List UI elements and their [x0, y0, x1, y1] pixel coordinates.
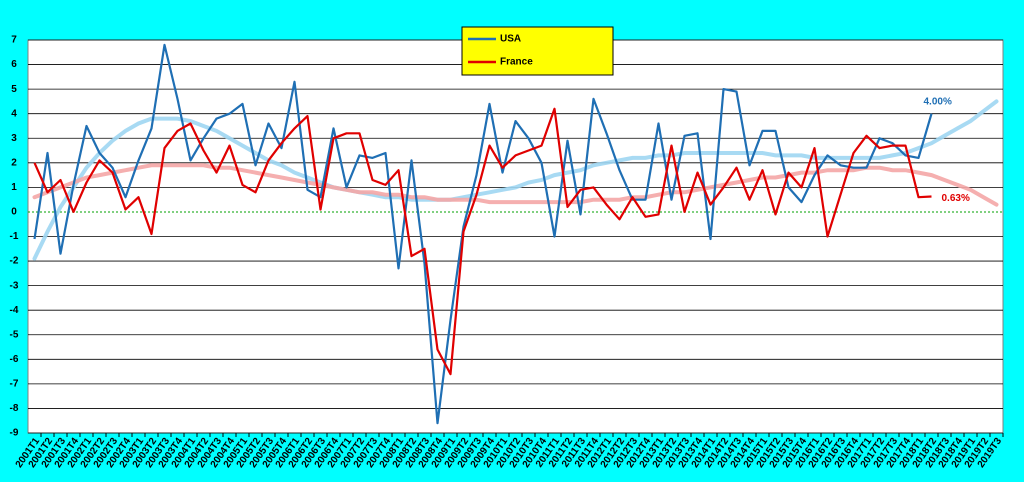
data-label: 0.63%	[942, 193, 970, 204]
y-tick-label: 4	[11, 108, 17, 119]
y-tick-label: 2	[11, 157, 17, 168]
legend-label: USA	[500, 34, 521, 45]
data-label: 4.00%	[924, 96, 952, 107]
legend-label: France	[500, 57, 533, 68]
y-tick-label: -2	[10, 256, 19, 267]
y-tick-label: -8	[10, 403, 19, 414]
y-tick-label: -9	[10, 428, 19, 439]
y-tick-label: 1	[11, 182, 17, 193]
y-tick-label: 7	[11, 35, 17, 46]
series-line	[33, 107, 932, 376]
y-tick-label: -1	[10, 231, 19, 242]
y-tick-label: -4	[10, 305, 19, 316]
y-tick-label: 6	[11, 59, 17, 70]
y-tick-label: 5	[11, 84, 17, 95]
trend-line	[32, 99, 999, 261]
y-tick-label: 3	[11, 133, 17, 144]
y-tick-label: 0	[11, 207, 17, 218]
y-tick-label: -7	[10, 379, 19, 390]
y-tick-label: -6	[10, 354, 19, 365]
legend-box	[461, 26, 614, 76]
y-tick-label: -5	[10, 329, 19, 340]
trend-line	[32, 163, 999, 207]
series-line	[33, 43, 933, 425]
y-tick-label: -3	[10, 280, 19, 291]
legend: USA France	[461, 26, 614, 76]
